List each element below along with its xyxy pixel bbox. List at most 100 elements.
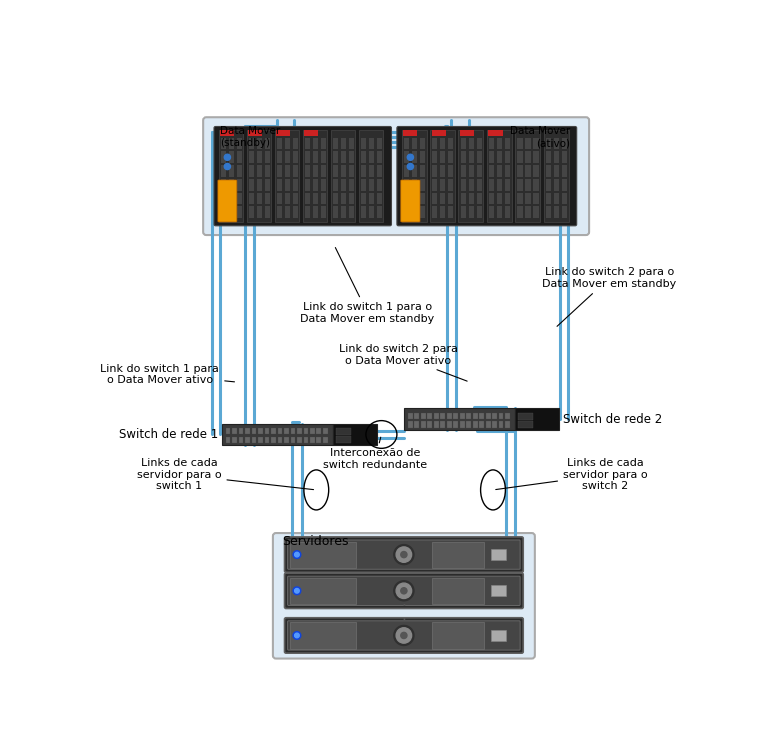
Bar: [476, 165, 482, 177]
Bar: [264, 437, 270, 443]
Bar: [554, 207, 559, 218]
Bar: [448, 138, 454, 149]
Circle shape: [293, 587, 301, 595]
Bar: [369, 179, 374, 191]
Text: Link do switch 2 para o
Data Mover em standby: Link do switch 2 para o Data Mover em st…: [542, 267, 676, 326]
Bar: [561, 138, 567, 149]
Bar: [518, 179, 522, 191]
Bar: [369, 138, 374, 149]
Bar: [305, 151, 310, 163]
Bar: [476, 138, 482, 149]
Bar: [432, 131, 446, 136]
Bar: [412, 165, 417, 177]
Bar: [361, 179, 366, 191]
Bar: [448, 207, 454, 218]
Bar: [448, 165, 454, 177]
Bar: [407, 421, 413, 427]
Bar: [290, 622, 356, 648]
Bar: [505, 207, 510, 218]
Bar: [305, 179, 310, 191]
Bar: [292, 165, 298, 177]
Bar: [432, 192, 437, 204]
Bar: [497, 138, 502, 149]
Bar: [248, 131, 262, 136]
Bar: [432, 165, 437, 177]
Bar: [466, 413, 471, 419]
Bar: [518, 138, 522, 149]
Bar: [291, 428, 296, 434]
Bar: [285, 179, 290, 191]
Bar: [505, 138, 510, 149]
Bar: [264, 179, 270, 191]
Bar: [421, 413, 425, 419]
Bar: [404, 207, 409, 218]
Bar: [321, 192, 326, 204]
Bar: [249, 165, 254, 177]
Bar: [491, 586, 507, 596]
Bar: [237, 138, 242, 149]
Bar: [448, 179, 454, 191]
Bar: [245, 437, 250, 443]
Circle shape: [394, 545, 414, 565]
Bar: [505, 413, 510, 419]
Bar: [377, 165, 382, 177]
Bar: [561, 165, 567, 177]
Text: Switch de rede 2: Switch de rede 2: [563, 413, 662, 425]
Bar: [497, 165, 502, 177]
Bar: [440, 165, 445, 177]
Bar: [256, 165, 262, 177]
Bar: [349, 192, 353, 204]
Bar: [249, 138, 254, 149]
Bar: [476, 179, 482, 191]
Bar: [448, 151, 454, 163]
Bar: [313, 179, 317, 191]
Text: Data Mover
(ativo): Data Mover (ativo): [510, 127, 571, 148]
Bar: [420, 165, 425, 177]
Bar: [221, 138, 226, 149]
Bar: [533, 138, 539, 149]
Bar: [219, 131, 243, 222]
Bar: [333, 207, 338, 218]
Bar: [404, 179, 409, 191]
Bar: [323, 437, 328, 443]
Bar: [518, 151, 522, 163]
Bar: [518, 421, 533, 427]
Bar: [226, 428, 231, 434]
Circle shape: [224, 163, 231, 169]
Bar: [341, 192, 346, 204]
Bar: [256, 138, 262, 149]
Bar: [305, 192, 310, 204]
Bar: [221, 131, 235, 136]
Bar: [492, 413, 497, 419]
Bar: [472, 421, 478, 427]
Bar: [491, 630, 507, 641]
Bar: [349, 179, 353, 191]
Bar: [420, 151, 425, 163]
Bar: [460, 131, 474, 136]
Bar: [335, 428, 351, 435]
Bar: [421, 421, 425, 427]
Bar: [245, 428, 250, 434]
Bar: [258, 428, 263, 434]
Bar: [232, 437, 237, 443]
Bar: [317, 428, 321, 434]
Bar: [305, 207, 310, 218]
Bar: [321, 165, 326, 177]
Bar: [341, 151, 346, 163]
Bar: [221, 192, 226, 204]
Bar: [333, 179, 338, 191]
Bar: [297, 437, 302, 443]
Bar: [432, 207, 437, 218]
Bar: [515, 408, 559, 430]
Bar: [404, 151, 409, 163]
Bar: [237, 207, 242, 218]
Bar: [488, 131, 503, 136]
Bar: [546, 151, 551, 163]
Bar: [221, 151, 226, 163]
Bar: [546, 138, 551, 149]
Bar: [434, 413, 439, 419]
Bar: [489, 207, 494, 218]
Bar: [403, 131, 418, 136]
Bar: [497, 179, 502, 191]
Bar: [440, 413, 445, 419]
